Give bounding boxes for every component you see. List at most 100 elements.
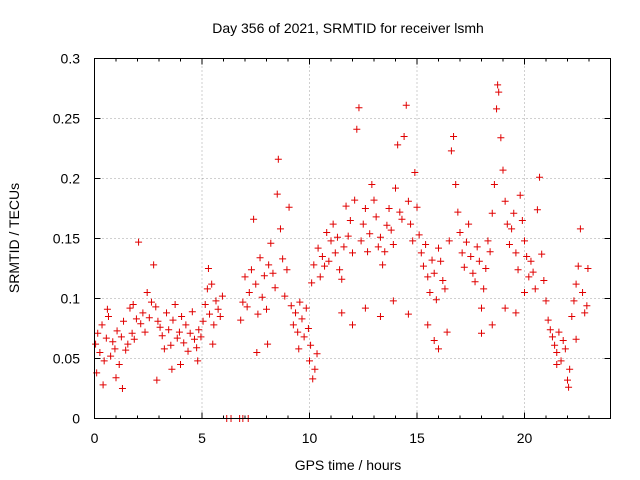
data-point: [300, 333, 308, 341]
data-point: [175, 328, 183, 336]
data-point: [99, 381, 107, 389]
data-point: [486, 248, 494, 256]
chart-title: Day 356 of 2021, SRMTID for receiver lsm…: [212, 20, 484, 36]
data-point: [195, 326, 203, 334]
data-point: [518, 217, 526, 224]
data-point: [480, 285, 488, 293]
data-point: [340, 243, 348, 251]
data-point: [576, 225, 584, 233]
data-point: [346, 217, 354, 224]
data-point: [357, 237, 365, 245]
data-point: [139, 309, 147, 317]
data-point: [212, 297, 220, 305]
data-point: [428, 256, 436, 264]
data-point: [396, 208, 404, 216]
data-point: [210, 321, 218, 329]
data-point: [283, 266, 291, 274]
data-point: [383, 221, 391, 229]
data-point: [147, 298, 155, 306]
data-point: [364, 248, 372, 256]
data-point: [540, 277, 548, 284]
data-point: [523, 253, 531, 260]
data-point: [279, 255, 287, 263]
data-point: [141, 328, 149, 336]
data-point: [204, 265, 212, 272]
data-point: [325, 257, 333, 265]
data-point: [353, 125, 361, 133]
data-point: [295, 345, 303, 353]
data-point: [503, 220, 511, 228]
data-point: [344, 232, 352, 240]
data-point: [310, 261, 318, 269]
data-point: [245, 289, 253, 296]
data-point: [296, 298, 304, 306]
data-point: [565, 383, 573, 391]
data-point: [329, 220, 337, 228]
data-point: [542, 297, 550, 305]
y-axis-label: SRMTID / TECUs: [6, 183, 22, 293]
data-point: [273, 190, 281, 198]
data-point: [349, 321, 356, 329]
data-point: [531, 285, 539, 293]
x-tick-label: 5: [198, 430, 206, 446]
data-point: [186, 329, 194, 337]
data-point: [495, 88, 503, 96]
y-tick-label: 0.15: [53, 231, 80, 247]
data-point: [435, 244, 442, 252]
data-point: [247, 266, 255, 274]
data-point: [488, 321, 496, 329]
axis-ticks: 0 0.05 0.1 0.15 0.2 0.25 0.3 0 5 10 15 20: [53, 51, 611, 446]
y-tick-label: 0.05: [53, 351, 80, 367]
data-point: [104, 313, 112, 320]
data-point: [467, 253, 475, 260]
data-point: [206, 310, 214, 318]
data-point: [130, 335, 138, 343]
data-point: [173, 334, 181, 342]
data-point: [203, 285, 211, 293]
grid-lines: [94, 58, 611, 419]
data-point: [306, 357, 313, 365]
x-tick-label: 0: [91, 430, 99, 446]
data-point: [424, 321, 432, 329]
data-point: [407, 220, 415, 228]
data-point: [538, 250, 546, 258]
data-point: [152, 303, 160, 311]
data-point: [338, 309, 346, 317]
data-point: [177, 361, 184, 368]
data-point: [351, 196, 359, 204]
data-point: [109, 338, 117, 346]
data-point: [241, 273, 249, 281]
data-point: [572, 335, 580, 343]
data-point: [561, 345, 569, 353]
data-point: [361, 304, 369, 312]
data-point: [376, 313, 384, 320]
data-point: [430, 269, 438, 277]
data-point: [294, 328, 302, 336]
data-point: [553, 349, 561, 356]
plot-frame: [94, 58, 611, 419]
data-point: [193, 344, 201, 352]
data-point: [160, 345, 168, 353]
data-point: [439, 277, 447, 284]
data-point: [267, 239, 275, 247]
data-point: [342, 202, 350, 210]
data-point: [536, 173, 544, 181]
data-point: [333, 233, 341, 241]
data-point: [107, 352, 115, 360]
data-point: [583, 302, 591, 310]
data-point: [579, 289, 587, 296]
data-point: [126, 304, 134, 312]
data-point: [115, 361, 123, 368]
data-point: [443, 328, 451, 336]
data-point: [389, 241, 397, 248]
data-point: [402, 101, 410, 109]
data-point: [359, 220, 367, 228]
data-point: [313, 350, 321, 358]
data-point: [265, 261, 273, 269]
data-point: [505, 241, 513, 248]
data-point: [274, 155, 282, 163]
data-point: [370, 196, 378, 204]
data-point: [564, 376, 571, 384]
data-point: [239, 298, 247, 306]
data-point: [450, 133, 458, 140]
